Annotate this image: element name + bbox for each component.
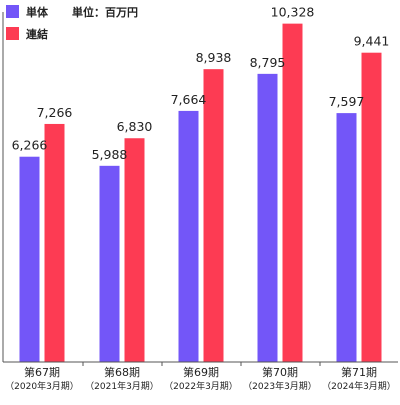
legend: 単体 連結 (6, 5, 49, 41)
x-tick-label: 第68期 (104, 365, 140, 379)
value-labels-group: 6,266 7,266 5,988 6,830 7,664 8,938 8,795 10,32… (12, 5, 390, 162)
bar-tantai-3 (178, 110, 199, 362)
x-tick-sublabel: （2024年3月期） (322, 380, 396, 392)
x-tick-label: 第69期 (183, 365, 219, 379)
value-label-tantai-3: 7,664 (171, 92, 207, 107)
bar-renketsu-3 (203, 69, 224, 362)
bars-group (19, 23, 382, 363)
value-label-renketsu-4: 10,328 (271, 5, 315, 20)
legend-swatch-series-2 (6, 27, 19, 40)
value-label-tantai-4: 8,795 (250, 55, 286, 70)
value-label-renketsu-5: 9,441 (354, 34, 390, 49)
x-tick-label: 第71期 (341, 365, 377, 379)
value-label-renketsu-3: 8,938 (196, 50, 232, 65)
value-label-tantai-5: 7,597 (329, 94, 365, 109)
bar-tantai-5 (336, 113, 357, 362)
x-tick-sublabel: （2020年3月期） (5, 380, 79, 392)
legend-label-series-2: 連結 (26, 27, 48, 41)
bar-tantai-1 (19, 156, 40, 362)
bar-renketsu-4 (282, 23, 303, 363)
value-label-renketsu-1: 7,266 (37, 105, 73, 120)
bar-renketsu-2 (124, 138, 145, 362)
bar-tantai-2 (99, 165, 120, 362)
x-tick-sublabel: （2023年3月期） (243, 380, 317, 392)
x-tick-label: 第70期 (262, 365, 298, 379)
bar-tantai-4 (257, 73, 278, 363)
legend-swatch-series-1 (6, 5, 19, 18)
legend-label-series-1: 単体 (26, 5, 49, 19)
bar-renketsu-1 (44, 123, 65, 363)
x-tick-sublabel: （2022年3月期） (164, 380, 238, 392)
value-label-tantai-2: 5,988 (92, 147, 128, 162)
unit-label: 単位：百万円 (72, 5, 138, 19)
value-label-renketsu-2: 6,830 (117, 119, 153, 134)
x-tick-label: 第67期 (24, 365, 60, 379)
value-label-tantai-1: 6,266 (12, 138, 48, 153)
x-axis: 第67期（2020年3月期） 第68期（2021年3月期） 第69期（2022年3月… (2, 12, 398, 392)
x-tick-sublabel: （2021年3月期） (85, 380, 159, 392)
bar-renketsu-5 (361, 52, 382, 363)
